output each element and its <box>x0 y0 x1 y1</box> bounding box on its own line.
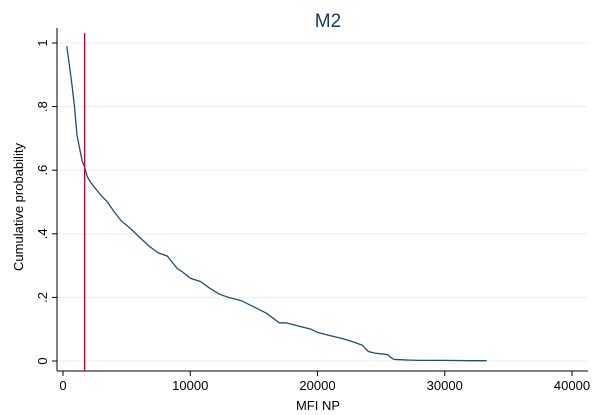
y-tick-label-2: .4 <box>35 228 50 239</box>
chart-title: M2 <box>315 11 341 32</box>
grid-layer <box>57 42 588 362</box>
ticks-layer: 0 .2 .4 .6 .8 1 0 10000 20000 30000 40000 <box>35 39 590 393</box>
y-tick-label-3: .6 <box>35 165 50 176</box>
y-tick-label-4: .8 <box>35 101 50 112</box>
y-tick-label-5: 1 <box>35 39 50 46</box>
series-layer <box>66 46 487 362</box>
x-tick-label-2: 20000 <box>299 378 335 393</box>
x-axis-label: MFI NP <box>296 398 340 413</box>
y-tick-label-0: 0 <box>35 357 50 364</box>
x-tick-label-4: 40000 <box>554 378 590 393</box>
y-axis-label: Cumulative probability <box>11 143 26 271</box>
axes-layer <box>56 28 588 372</box>
x-tick-label-1: 10000 <box>172 378 208 393</box>
x-tick-label-0: 0 <box>59 378 66 393</box>
series-line-0 <box>66 46 487 362</box>
x-tick-label-3: 30000 <box>427 378 463 393</box>
y-tick-label-1: .2 <box>35 292 50 303</box>
